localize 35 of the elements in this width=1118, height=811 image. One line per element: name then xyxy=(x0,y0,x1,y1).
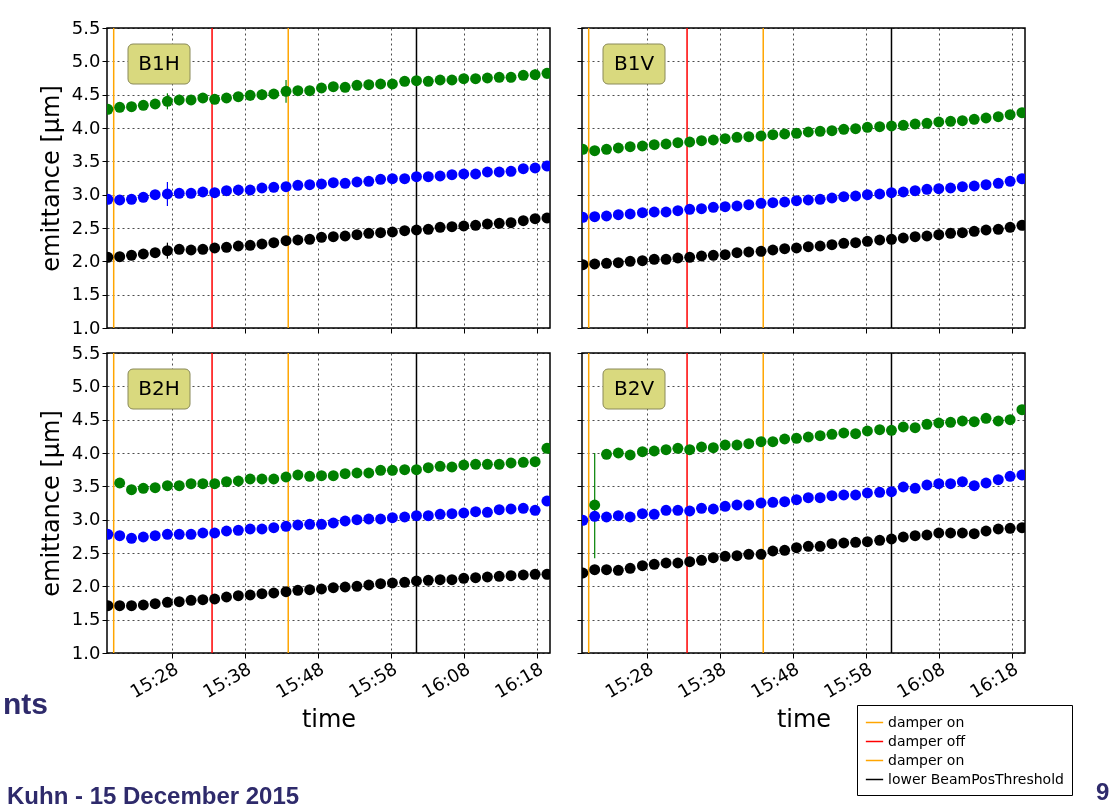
legend-label: damper off xyxy=(888,732,966,749)
y-tick-label: 1.5 xyxy=(71,608,101,630)
y-tick-label: 2.5 xyxy=(71,541,101,563)
annotation: B1V xyxy=(613,51,655,75)
text: Kuhn - 15 December 2015 xyxy=(7,782,300,809)
y-tick-label: 1.0 xyxy=(71,316,101,338)
annotation: B2V xyxy=(613,376,655,400)
y-tick-label: 2.5 xyxy=(71,216,101,238)
y-tick-label: 4.0 xyxy=(71,441,101,463)
text: 9 xyxy=(1096,778,1110,805)
y-tick-label: 4.5 xyxy=(71,408,101,430)
text: nts xyxy=(3,687,48,720)
annotation: B1H xyxy=(138,51,180,75)
y-tick-label: 3.0 xyxy=(71,183,101,205)
x-axis-title: time xyxy=(301,705,357,734)
y-tick-label: 2.0 xyxy=(71,574,101,596)
y-tick-label: 5.0 xyxy=(71,49,101,71)
y-axis-title: emittance [μm] xyxy=(36,85,65,272)
y-axis-title: emittance [μm] xyxy=(36,410,65,597)
y-tick-label: 1.5 xyxy=(71,283,101,305)
annotation: B2H xyxy=(138,376,180,400)
y-tick-label: 1.0 xyxy=(71,641,101,663)
y-tick-label: 5.0 xyxy=(71,374,101,396)
y-tick-label: 2.0 xyxy=(71,249,101,271)
legend-label: lower BeamPosThreshold xyxy=(888,770,1064,787)
y-tick-label: 4.0 xyxy=(71,116,101,138)
y-tick-label: 4.5 xyxy=(71,83,101,105)
y-tick-label: 5.5 xyxy=(71,341,101,363)
y-tick-label: 3.5 xyxy=(71,474,101,496)
legend-label: damper on xyxy=(888,751,965,768)
y-tick-label: 5.5 xyxy=(71,16,101,38)
x-axis-title: time xyxy=(776,705,832,734)
y-tick-label: 3.5 xyxy=(71,149,101,171)
y-tick-label: 3.0 xyxy=(71,508,101,530)
legend-label: damper on xyxy=(888,713,965,730)
